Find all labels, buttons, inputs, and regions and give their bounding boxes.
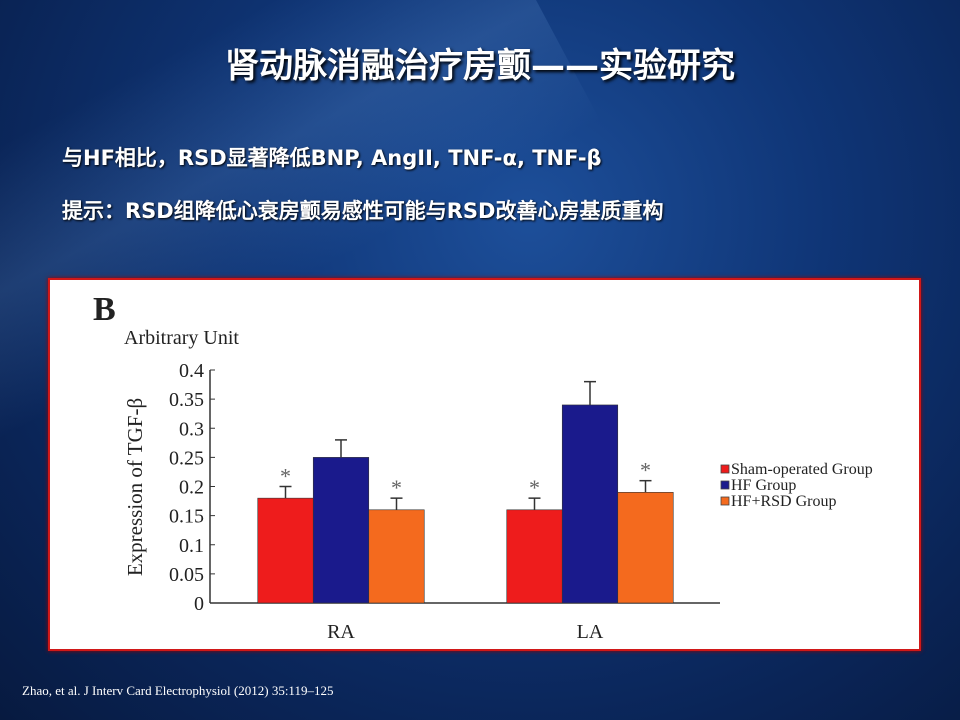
y-tick-label: 0.2 [179, 477, 204, 499]
bar [312, 457, 370, 604]
significance-marker: * [280, 464, 291, 489]
y-tick-label: 0 [194, 593, 204, 615]
bar [257, 497, 314, 604]
bar [506, 509, 563, 604]
x-tick-label: RA [327, 621, 355, 643]
y-tick-label: 0.35 [169, 389, 204, 411]
y-tick-label: 0.05 [169, 564, 204, 586]
panel-label: B [93, 291, 116, 328]
legend-label: HF Group [731, 477, 796, 494]
slide-title: 肾动脉消融治疗房颤——实验研究 [225, 46, 735, 86]
bar [617, 492, 674, 604]
y-tick-label: 0.1 [179, 535, 204, 557]
legend-swatch [720, 464, 730, 474]
chart-subtitle: Arbitrary Unit [124, 327, 239, 349]
y-tick-label: 0.4 [179, 360, 204, 382]
bar [561, 404, 619, 604]
legend-label: Sham-operated Group [731, 461, 873, 478]
y-tick-label: 0.15 [169, 506, 204, 528]
y-tick-label: 0.3 [179, 418, 204, 440]
y-axis-label: Expression of TGF-β [123, 398, 147, 576]
x-tick-label: LA [577, 621, 604, 643]
legend-label: HF+RSD Group [731, 493, 836, 510]
chart-frame [48, 278, 921, 651]
legend-swatch [720, 480, 730, 490]
legend-swatch [720, 496, 730, 506]
y-tick-label: 0.25 [169, 447, 204, 469]
significance-marker: * [640, 458, 651, 483]
citation: Zhao, et al. J Interv Card Electrophysio… [22, 683, 334, 698]
significance-marker: * [529, 475, 540, 500]
significance-marker: * [391, 475, 402, 500]
bar [368, 509, 425, 604]
hint-text: 提示：RSD组降低心衰房颤易感性可能与RSD改善心房基质重构 [62, 199, 664, 223]
finding-text: 与HF相比，RSD显著降低BNP, AngII, TNF-α, TNF-β [62, 146, 602, 170]
